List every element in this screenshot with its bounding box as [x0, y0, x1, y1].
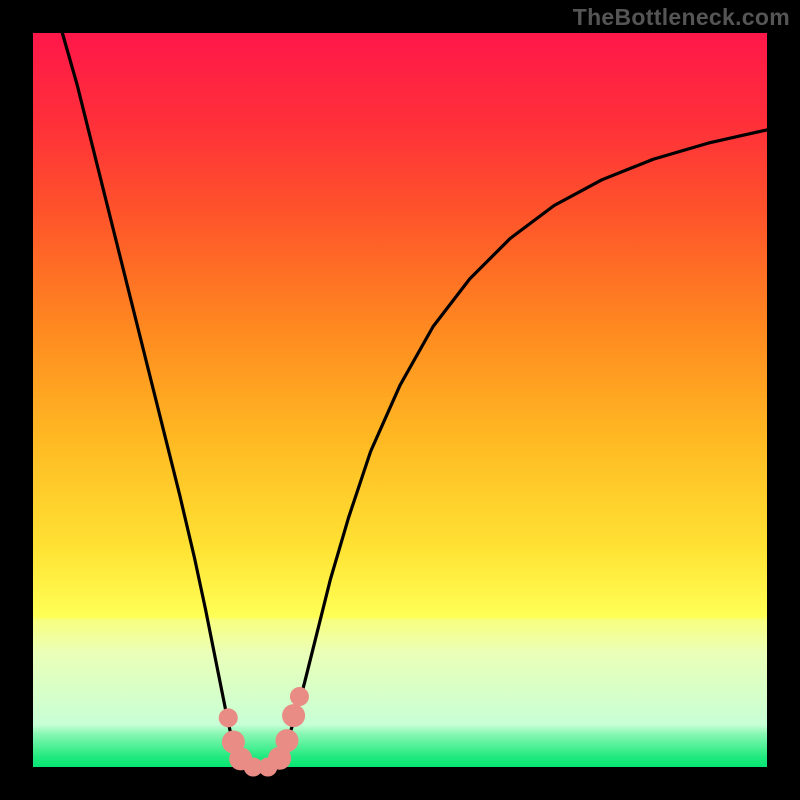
gradient-panel	[33, 33, 767, 767]
data-marker	[283, 705, 305, 727]
watermark-text: TheBottleneck.com	[573, 4, 790, 31]
data-marker	[290, 688, 308, 706]
data-marker	[276, 730, 298, 752]
data-marker	[219, 709, 237, 727]
bottleneck-chart	[0, 0, 800, 800]
